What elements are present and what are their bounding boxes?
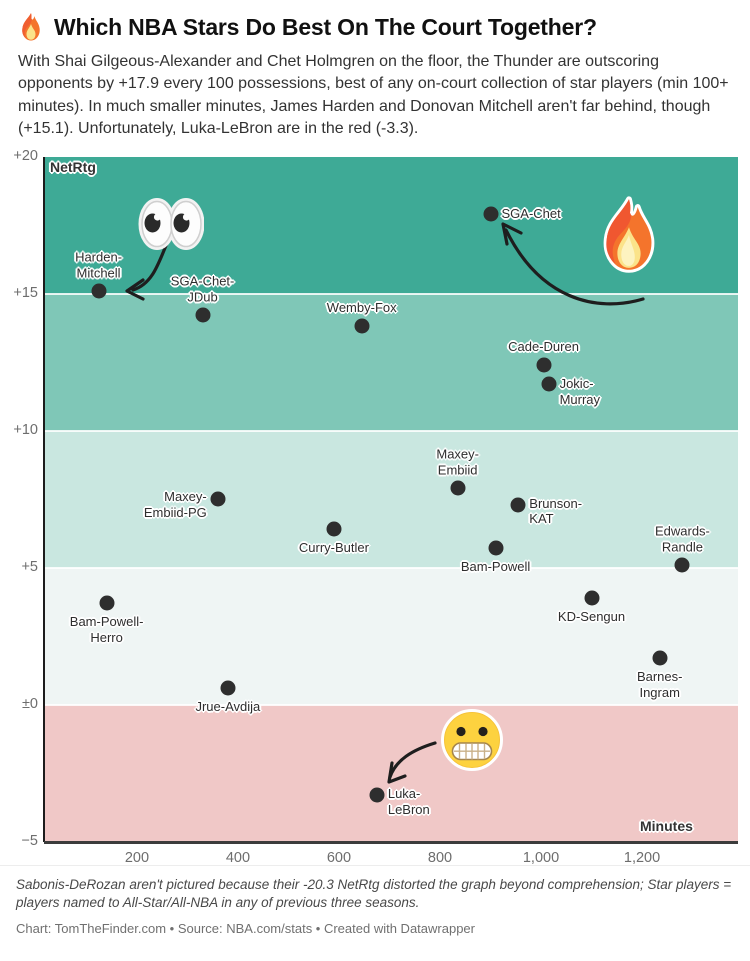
fire-emoji (603, 195, 655, 273)
x-tick-label-1000: 1,000 (522, 849, 560, 866)
point-label-Curry-Butler: Curry-Butler (298, 540, 369, 556)
point-label-Edwards-Randle: Edwards- Randle (654, 523, 710, 554)
gridline-0 (44, 703, 738, 706)
data-point-Cade-Duren[interactable] (536, 357, 552, 373)
gridline-5 (44, 566, 738, 569)
x-tick-label-1200: 1,200 (623, 849, 661, 866)
data-point-Edwards-Randle[interactable] (674, 557, 690, 573)
title-row: Which NBA Stars Do Best On The Court Tog… (18, 12, 734, 42)
grimace-emoji (441, 708, 503, 771)
point-label-Cade-Duren: Cade-Duren (508, 338, 579, 354)
x-tick-label-600: 600 (326, 849, 352, 866)
point-label-Bam-Powell: Bam-Powell (460, 559, 531, 575)
y-tick-label-20: +20 (13, 147, 38, 164)
data-point-Bam-Powell-Herro[interactable] (99, 595, 115, 611)
band--5-to-0 (44, 704, 738, 842)
data-point-Jokic-Murray[interactable] (541, 376, 557, 392)
fire-icon (22, 13, 40, 41)
data-point-Barnes-Ingram[interactable] (652, 650, 668, 666)
data-point-Maxey-Embiid-PG[interactable] (210, 491, 226, 507)
point-label-Brunson-KAT: Brunson- KAT (529, 495, 583, 527)
point-label-Jokic-Murray: Jokic- Murray (559, 376, 601, 407)
x-axis-line (44, 840, 738, 844)
data-point-SGA-Chet[interactable] (483, 206, 498, 222)
point-label-Jrue-Avdija: Jrue-Avdija (195, 699, 261, 715)
data-point-KD-Sengun[interactable] (584, 590, 600, 606)
eyes-emoji (138, 197, 204, 250)
x-tick-label-800: 800 (427, 849, 453, 866)
point-label-Maxey-Embiid: Maxey- Embiid (436, 446, 479, 478)
y-tick-label-5: +5 (21, 558, 38, 575)
data-point-Curry-Butler[interactable] (326, 521, 342, 537)
x-tick-label-400: 400 (225, 849, 251, 866)
band-5-to-10 (44, 430, 738, 568)
y-axis-title: NetRtg (50, 158, 96, 175)
point-label-Barnes-Ingram: Barnes- Ingram (636, 668, 683, 700)
data-point-Bam-Powell[interactable] (488, 540, 504, 556)
data-point-Maxey-Embiid[interactable] (450, 480, 466, 496)
page-title: Which NBA Stars Do Best On The Court Tog… (54, 13, 597, 40)
data-point-SGA-Chet-JDub[interactable] (195, 307, 211, 323)
y-tick-label-15: +15 (13, 284, 38, 301)
scatter-chart: +20 +15 +10 +5 ±0 −5 200 400 600 800 1,000 1,200 Ne… (0, 147, 750, 866)
point-label-Luka-LeBron: Luka- LeBron (387, 786, 430, 817)
data-point-Brunson-KAT[interactable] (510, 497, 526, 513)
point-label-Bam-Powell-Herro: Bam-Powell- Herro (69, 614, 144, 646)
data-point-Wemby-Fox[interactable] (354, 318, 370, 334)
data-point-Jrue-Avdija[interactable] (220, 680, 236, 696)
footnote: Sabonis-DeRozan aren't pictured because … (16, 876, 732, 910)
x-axis-title: Minutes (640, 817, 693, 834)
y-tick-label--5: −5 (21, 832, 38, 849)
y-tick-label-10: +10 (13, 421, 38, 438)
chart-description: With Shai Gilgeous-Alexander and Chet Ho… (18, 53, 729, 138)
footer: Sabonis-DeRozan aren't pictured because … (0, 864, 750, 936)
point-label-Harden-Mitchell: Harden- Mitchell (75, 249, 123, 280)
point-label-SGA-Chet: SGA-Chet (501, 206, 561, 222)
y-axis-line (43, 156, 45, 842)
data-point-Harden-Mitchell[interactable] (91, 283, 107, 299)
credit-line: Chart: TomTheFinder.com • Source: NBA.co… (16, 921, 475, 936)
band-10-to-15 (44, 293, 738, 431)
gridline-15 (44, 292, 738, 295)
data-point-Luka-LeBron[interactable] (369, 787, 385, 803)
gridline-10 (44, 429, 738, 432)
header: Which NBA Stars Do Best On The Court Tog… (0, 0, 750, 141)
point-label-Maxey-Embiid-PG: Maxey- Embiid-PG (143, 489, 207, 521)
x-tick-label-200: 200 (124, 849, 150, 866)
point-label-SGA-Chet-JDub: SGA-Chet- JDub (170, 273, 235, 305)
y-tick-label-0: ±0 (21, 695, 38, 712)
point-label-KD-Sengun: KD-Sengun (557, 608, 626, 624)
point-label-Wemby-Fox: Wemby-Fox (326, 300, 397, 316)
band-0-to-5 (44, 567, 738, 705)
